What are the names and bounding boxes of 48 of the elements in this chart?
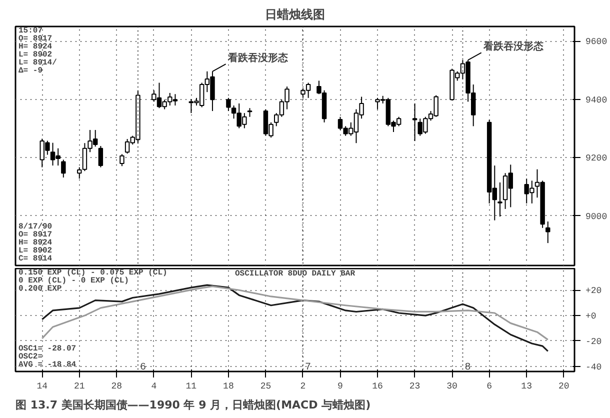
y-tick-label: 9000 [586,212,608,222]
annotation: H= 8924 [18,238,52,248]
x-tick-label: 14 [36,382,48,392]
x-tick-label: 6 [486,382,492,392]
annotation: 看跌吞没形态 [482,40,544,53]
annotation: H= 8924 [18,42,52,52]
y-tick-label: 9200 [586,154,608,164]
annotation: 8/17/90 [18,222,52,232]
annotation: OSC1= -28.07 [18,344,76,354]
annotation: O= 8917 [18,34,52,44]
x-tick-label: 4 [151,382,157,392]
x-tick-label: 20 [558,382,570,392]
y-tick-label: 9400 [586,95,608,106]
annotation: 15:07 [18,26,43,36]
x-tick-label: 2 [300,382,306,392]
y-tick-label: +20 [586,286,602,296]
x-tick-label: 11 [186,382,197,392]
ref-line-label: 7 [304,362,311,374]
x-tick-label: 9 [338,382,343,392]
chart-title: 日蜡烛线图 [265,8,325,22]
x-tick-label: 13 [521,382,532,392]
x-tick-label: 21 [74,382,85,392]
annotation: 0.150 EXP (CL) - 0.075 EXP (CL) [18,268,168,278]
annotation: 0 EXP (CL) - 0 EXP (CL) [18,276,129,286]
annotation: Δ= -9 [18,66,43,76]
annotation: L= 8902 [18,246,52,256]
annotation: C= 8914 [18,254,52,264]
annotation: 0.200 EXP [18,284,62,294]
y-tick-label: 9600 [586,37,608,48]
annotation: AVG = -18.84 [18,360,76,370]
annotation: L= 8914/ [18,58,58,68]
annotation: 看跌吞没形态 [226,52,289,64]
x-tick-label: 25 [260,382,272,392]
annotation: L= 8902 [18,50,52,60]
x-tick-label: 18 [223,382,234,392]
x-tick-label: 30 [446,382,458,392]
x-tick-label: 23 [409,382,420,392]
x-tick-label: 28 [111,382,122,392]
annotation: OSC2= [18,352,43,362]
text: 图 13.7 美国长期国债——1990 年 9 月，日蜡烛图(MACD 与蜡烛图) [16,398,371,412]
y-tick-label: -40 [586,362,602,372]
ref-line-label: 6 [140,362,146,374]
y-tick-label: +0 [586,312,596,322]
y-tick-label: -20 [586,336,602,347]
chart-subtitle: OSCILLATOR 8DUO DAILY BAR [234,270,356,278]
ref-line-label: 8 [464,362,471,374]
x-tick-label: 16 [372,382,383,392]
annotation: O= 8917 [18,230,52,240]
